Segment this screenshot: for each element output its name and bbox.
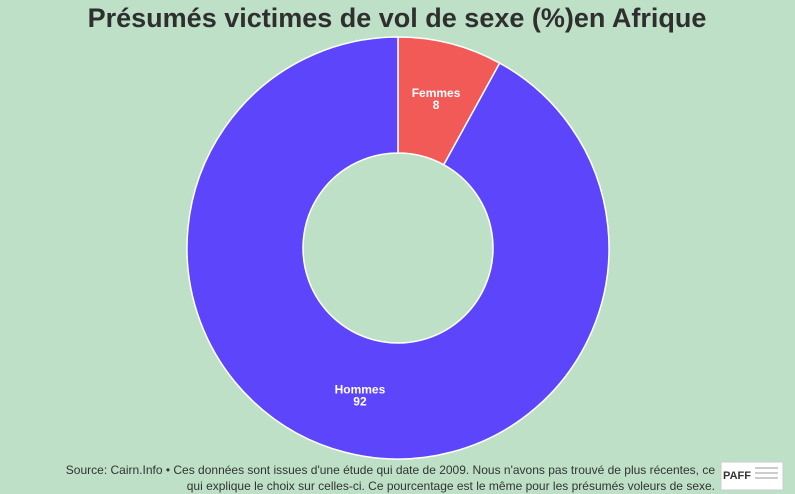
slice-value: 92	[353, 394, 367, 408]
slice-label: Femmes	[412, 86, 461, 100]
chart-title: Présumés victimes de vol de sexe (%)en A…	[88, 3, 707, 33]
logo: PAFF	[723, 470, 751, 482]
slice-value: 8	[433, 98, 440, 112]
source-line: Source: Cairn.Info • Ces données sont is…	[66, 463, 716, 477]
logo-box	[720, 461, 784, 491]
source-line: qui explique le choix sur celles-ci. Ce …	[187, 479, 715, 493]
slice-label: Hommes	[335, 382, 386, 396]
donut-slice	[186, 36, 610, 460]
